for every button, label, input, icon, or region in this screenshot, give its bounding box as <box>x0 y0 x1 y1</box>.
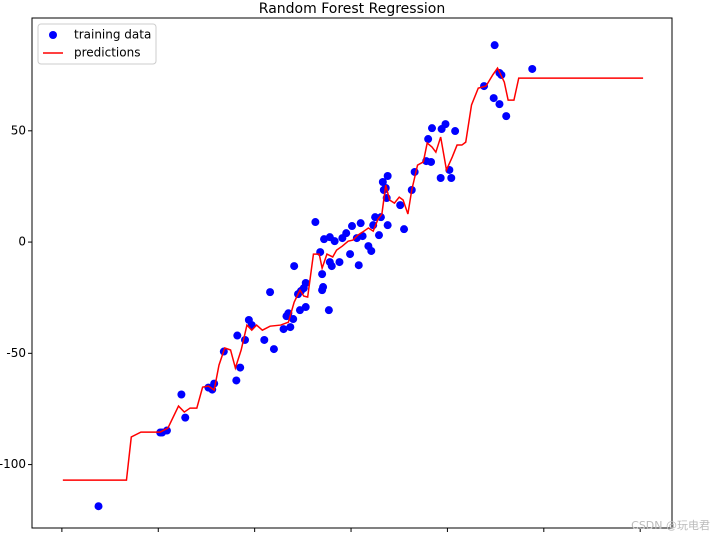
data-point <box>383 171 392 180</box>
plot-area: -100 -50 0 50 training data predictions <box>0 17 673 532</box>
data-point <box>289 315 298 324</box>
data-point <box>451 127 460 136</box>
prediction-line <box>62 66 644 481</box>
y-tick-label: -50 <box>6 346 26 360</box>
data-point <box>177 390 186 399</box>
watermark: CSDN @玩电君 <box>631 519 710 532</box>
plot-frame <box>31 17 673 529</box>
data-point <box>400 225 409 234</box>
data-point <box>232 376 241 385</box>
legend-marker <box>49 31 57 39</box>
data-point <box>502 112 511 121</box>
data-point <box>495 100 504 109</box>
legend-label: predictions <box>74 46 140 60</box>
data-point <box>279 325 288 334</box>
data-point <box>354 261 363 270</box>
data-point <box>330 237 339 246</box>
data-point <box>290 262 299 271</box>
data-point <box>286 323 295 332</box>
data-point <box>367 246 376 255</box>
data-point <box>342 229 351 238</box>
data-point <box>162 426 171 435</box>
data-point <box>490 41 499 50</box>
data-point <box>311 218 320 227</box>
data-point <box>316 248 325 257</box>
data-point <box>318 270 327 279</box>
data-point <box>356 219 365 228</box>
data-point <box>260 335 269 344</box>
data-point <box>301 279 310 288</box>
data-point <box>378 177 387 186</box>
data-point <box>324 306 333 315</box>
data-point <box>374 231 383 240</box>
data-point <box>383 221 392 230</box>
data-point <box>447 173 456 182</box>
data-point <box>233 331 242 340</box>
y-tick-label: 0 <box>18 235 26 249</box>
data-point <box>424 135 433 144</box>
data-point <box>348 222 356 231</box>
data-point <box>327 262 336 271</box>
data-point <box>441 120 450 129</box>
data-point <box>428 124 436 133</box>
data-point <box>181 413 190 422</box>
data-point <box>489 94 498 103</box>
chart-title: Random Forest Regression <box>259 1 445 17</box>
data-point <box>269 345 278 354</box>
data-point <box>94 502 103 511</box>
data-point <box>528 64 537 73</box>
data-point <box>266 288 275 297</box>
data-point <box>319 283 328 292</box>
legend-box <box>37 23 157 65</box>
data-point <box>335 258 344 267</box>
data-point <box>236 363 245 372</box>
data-point <box>346 250 355 259</box>
data-point <box>301 303 310 312</box>
data-point <box>427 157 436 166</box>
data-point <box>396 201 405 210</box>
y-tick-label: 50 <box>11 123 26 137</box>
data-point <box>371 213 380 222</box>
data-point <box>436 173 445 182</box>
legend-label: training data <box>74 28 151 42</box>
y-tick-label: -100 <box>0 457 26 471</box>
